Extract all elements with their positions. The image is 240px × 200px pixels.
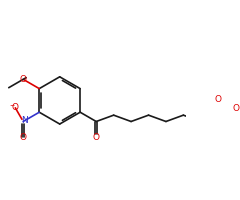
Text: −: −	[9, 103, 14, 108]
Text: O: O	[12, 103, 19, 112]
Text: +: +	[24, 116, 30, 121]
Text: O: O	[20, 75, 27, 84]
Text: O: O	[232, 104, 239, 113]
Text: O: O	[93, 133, 100, 142]
Text: O: O	[215, 95, 222, 104]
Text: O: O	[20, 133, 27, 142]
Text: N: N	[21, 116, 27, 125]
